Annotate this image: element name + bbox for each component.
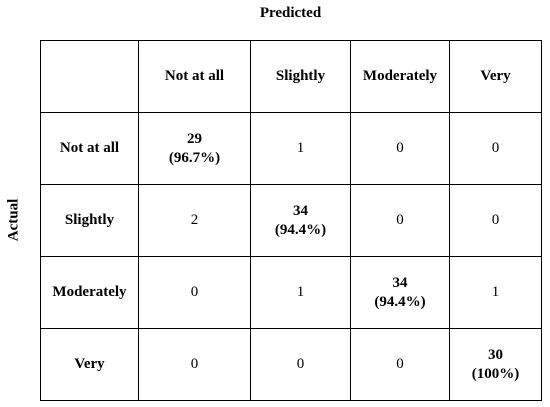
percent: (94.4%) bbox=[274, 221, 327, 238]
percent: (94.4%) bbox=[374, 293, 426, 310]
cell: 0 bbox=[449, 184, 542, 257]
row-header: Slightly bbox=[40, 184, 139, 257]
row-header: Very bbox=[40, 328, 139, 401]
cell: 0 bbox=[138, 256, 251, 329]
column-axis-title: Predicted bbox=[259, 5, 322, 21]
cell: 1 bbox=[250, 256, 351, 329]
column-header: Very bbox=[449, 40, 542, 113]
cell: 0 bbox=[449, 112, 542, 185]
header-row: Not at all Slightly Moderately Very bbox=[40, 40, 542, 113]
cell: 2 bbox=[138, 184, 251, 257]
diagonal-cell: 34 (94.4%) bbox=[350, 256, 450, 329]
percent: (100%) bbox=[471, 365, 520, 382]
cell: 0 bbox=[350, 112, 450, 185]
matrix-row: Moderately 0 1 34 (94.4%) 1 bbox=[40, 256, 542, 329]
cell: 0 bbox=[138, 328, 251, 401]
cell: 0 bbox=[350, 184, 450, 257]
column-header: Slightly bbox=[250, 40, 351, 113]
row-axis-title: Actual bbox=[5, 198, 22, 242]
confusion-matrix: Not at all Slightly Moderately Very Not at a… bbox=[40, 40, 542, 401]
cell: 0 bbox=[350, 328, 450, 401]
cell: 1 bbox=[449, 256, 542, 329]
corner-cell bbox=[40, 40, 139, 113]
matrix-row: Slightly 2 34 (94.4%) 0 0 bbox=[40, 184, 542, 257]
matrix-row: Not at all 29 (96.7%) 1 0 0 bbox=[40, 112, 542, 185]
row-header: Not at all bbox=[40, 112, 139, 185]
cell: 0 bbox=[250, 328, 351, 401]
row-header: Moderately bbox=[40, 256, 139, 329]
percent: (96.7%) bbox=[168, 149, 221, 166]
cell: 1 bbox=[250, 112, 351, 185]
count: 34 bbox=[392, 274, 408, 291]
column-header: Moderately bbox=[350, 40, 450, 113]
count: 34 bbox=[293, 202, 308, 219]
matrix-row: Very 0 0 0 30 (100%) bbox=[40, 328, 542, 401]
column-header: Not at all bbox=[138, 40, 251, 113]
diagonal-cell: 34 (94.4%) bbox=[250, 184, 351, 257]
count: 30 bbox=[488, 346, 503, 363]
diagonal-cell: 29 (96.7%) bbox=[138, 112, 251, 185]
count: 29 bbox=[187, 130, 202, 147]
diagonal-cell: 30 (100%) bbox=[449, 328, 542, 401]
